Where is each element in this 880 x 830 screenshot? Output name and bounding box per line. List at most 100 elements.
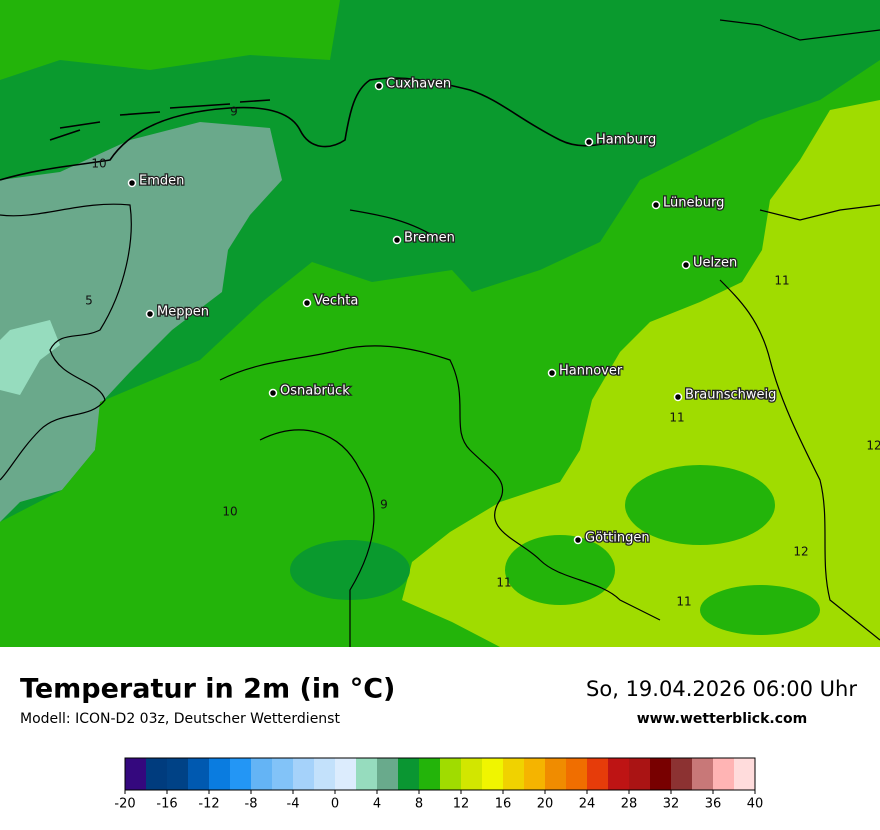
cities: Cuxhaven Hamburg Emden Lüneburg Bremen Uelzen…	[127, 75, 778, 547]
border	[0, 203, 132, 481]
contour-label: 9	[380, 498, 388, 512]
city-label: Bremen	[404, 231, 455, 246]
city-dot	[392, 235, 402, 245]
colorbar-swatch	[125, 758, 147, 790]
city-dot	[673, 392, 683, 402]
colorbar-tick-label: 16	[495, 797, 512, 812]
contour-label: 10	[222, 505, 237, 519]
colorbar-swatch	[734, 758, 756, 790]
city-label: Göttingen	[585, 531, 650, 546]
colorbar-swatch	[629, 758, 651, 790]
colorbar-swatch	[251, 758, 273, 790]
city-label: Emden	[139, 174, 184, 189]
contour-label: 12	[866, 439, 880, 453]
colorbar-swatch	[524, 758, 546, 790]
contour-label: 9	[230, 105, 238, 119]
colorbar-swatch	[587, 758, 609, 790]
contour-label: 11	[669, 411, 684, 425]
region-mild	[625, 465, 775, 545]
coastline	[0, 77, 621, 181]
border	[259, 209, 441, 647]
contour-label: 5	[85, 294, 93, 308]
colorbar-swatch	[692, 758, 714, 790]
city-label: Osnabrück	[280, 384, 350, 399]
contour-label: 12	[793, 545, 808, 559]
colorbar-swatch	[146, 758, 168, 790]
colorbar-swatch	[713, 758, 735, 790]
colorbar-swatch	[188, 758, 210, 790]
colorbar-swatch	[398, 758, 420, 790]
colorbar-swatch	[503, 758, 525, 790]
city-label: Cuxhaven	[386, 77, 451, 92]
border	[719, 19, 880, 221]
colorbar-swatch	[419, 758, 441, 790]
colorbar-tick-label: 20	[537, 797, 554, 812]
colorbar-swatch	[671, 758, 693, 790]
colorbar-tick-label: 12	[453, 797, 470, 812]
city-label: Uelzen	[693, 256, 737, 271]
region-warmer	[0, 0, 340, 80]
border	[719, 279, 880, 641]
title: Temperatur in 2m (in °C)	[20, 674, 395, 705]
contour-label: 11	[676, 595, 691, 609]
colorbar-swatch	[209, 758, 231, 790]
city-label: Braunschweig	[685, 388, 776, 403]
city-dot	[374, 81, 384, 91]
model-info: Modell: ICON-D2 03z, Deutscher Wetterdie…	[20, 711, 340, 727]
city-dot	[127, 178, 137, 188]
colorbar-tick-label: -8	[245, 797, 258, 812]
colorbar-frame	[124, 757, 756, 791]
colorbar-swatch	[461, 758, 483, 790]
colorbar-swatch	[335, 758, 357, 790]
colorbar-tick-label: 24	[579, 797, 596, 812]
website: www.wetterblick.com	[637, 711, 808, 727]
colorbar-swatch	[293, 758, 315, 790]
contour-label: 10	[91, 157, 106, 171]
contour-label: 11	[496, 576, 511, 590]
colorbar-swatch	[482, 758, 504, 790]
colorbar-tick-label: -12	[198, 797, 219, 812]
colorbar-swatch	[272, 758, 294, 790]
colorbar-swatch	[314, 758, 336, 790]
colorbar-swatch	[440, 758, 462, 790]
city-label: Hannover	[559, 364, 623, 379]
city-dot	[268, 388, 278, 398]
city-label: Vechta	[314, 294, 358, 309]
city-dot	[302, 298, 312, 308]
colorbar-tick-label: 0	[331, 797, 339, 812]
colorbar-tick-label: -20	[114, 797, 135, 812]
city-label: Hamburg	[596, 133, 656, 148]
contour-labels: 9 10 5 11 11 12 10 9 12 11 11	[85, 105, 880, 609]
contour-label: 11	[774, 274, 789, 288]
region-coolest	[0, 320, 60, 395]
colorbar-swatch	[650, 758, 672, 790]
region-cool	[0, 122, 282, 522]
region-cooler	[290, 540, 410, 600]
colorbar-tick-label: 36	[705, 797, 722, 812]
border	[219, 345, 661, 621]
colorbar-swatch	[566, 758, 588, 790]
city-dot	[145, 309, 155, 319]
map	[0, 0, 880, 647]
colorbar-tick-label: 8	[415, 797, 423, 812]
city-dot	[681, 260, 691, 270]
colorbar-swatch	[545, 758, 567, 790]
city-label: Lüneburg	[663, 196, 724, 211]
datetime: So, 19.04.2026 06:00 Uhr	[586, 677, 857, 701]
colorbar-tick-label: -16	[156, 797, 177, 812]
region-mild	[700, 585, 820, 635]
colorbar-tick-label: 32	[663, 797, 680, 812]
colorbar: -20 -16 -12 -8 -4 0 4 8 12 16 20 24 28 32 36 40	[114, 757, 764, 812]
islands	[49, 99, 271, 141]
colorbar-swatch	[356, 758, 378, 790]
city-dot	[584, 137, 594, 147]
colorbar-swatch	[608, 758, 630, 790]
colorbar-tick-label: 28	[621, 797, 638, 812]
colorbar-tick-label: 40	[747, 797, 764, 812]
city-dot	[573, 535, 583, 545]
colorbar-swatch	[167, 758, 189, 790]
colorbar-tick-label: -4	[287, 797, 300, 812]
colorbar-tick-label: 4	[373, 797, 381, 812]
